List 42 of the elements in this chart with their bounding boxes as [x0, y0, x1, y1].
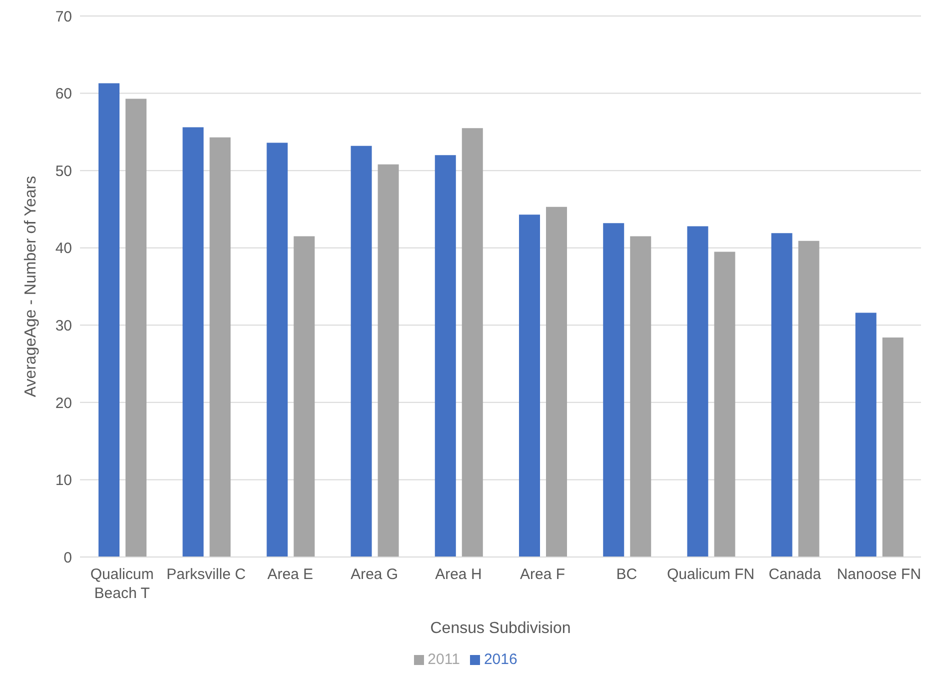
y-tick-label: 10 — [55, 472, 72, 490]
bar — [462, 128, 483, 557]
bar — [798, 240, 820, 557]
x-tick-label: Qualicum FN — [666, 566, 755, 583]
x-tick-label: Canada — [768, 566, 822, 583]
bar — [434, 155, 456, 557]
bar — [378, 164, 399, 557]
bar — [855, 312, 876, 557]
bar — [210, 137, 231, 557]
x-tick-label: Nanoose FN — [836, 566, 922, 583]
bar — [687, 226, 708, 557]
x-tick-label: Area F — [520, 566, 566, 583]
y-tick-label: 30 — [55, 317, 72, 334]
y-axis-title: AverageAge - Number of Years — [22, 176, 40, 398]
bar — [603, 223, 624, 557]
y-tick-label: 60 — [55, 86, 72, 103]
y-tick-label: 70 — [55, 8, 72, 26]
bar — [546, 206, 567, 557]
y-tick-label: 0 — [64, 549, 72, 566]
y-tick-label: 40 — [55, 240, 72, 258]
legend-label: 2011 — [428, 651, 460, 668]
x-tick-label: Area H — [435, 566, 482, 583]
x-tick-label: Area E — [267, 566, 314, 583]
x-tick-label: Parksville C — [166, 566, 246, 583]
bar — [882, 338, 904, 557]
bar — [182, 127, 204, 557]
legend-label: 2016 — [484, 651, 518, 668]
bar — [350, 146, 372, 557]
bar — [630, 236, 652, 557]
bar — [771, 233, 792, 557]
y-tick-label: 20 — [55, 394, 72, 412]
y-tick-label: 50 — [55, 162, 72, 180]
bar — [98, 83, 120, 557]
x-axis-title: Census Subdivision — [430, 620, 571, 637]
bar — [294, 236, 315, 557]
bar — [126, 98, 146, 557]
x-tick-label: BC — [616, 566, 638, 583]
x-tick-label: Qualicum Beach T — [90, 566, 154, 602]
x-tick-label: Area G — [350, 566, 398, 583]
bar — [266, 142, 288, 557]
bar — [519, 214, 540, 557]
bar — [714, 252, 736, 557]
